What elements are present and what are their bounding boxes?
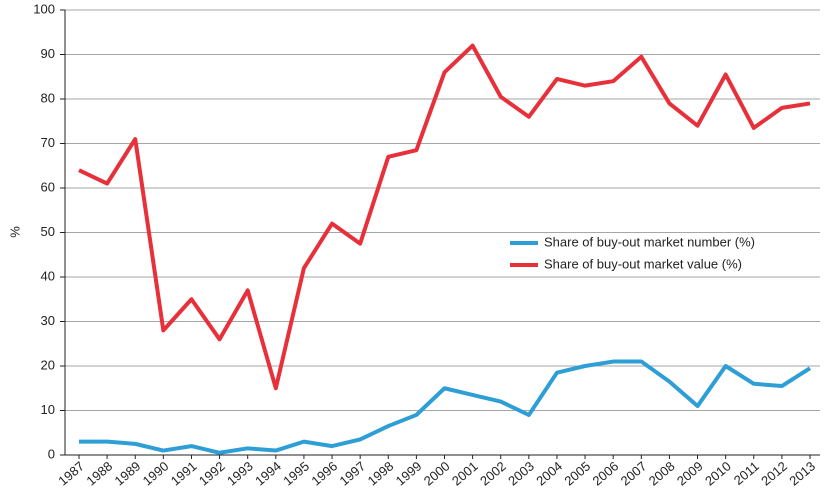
- y-tick-label: 90: [41, 46, 55, 61]
- x-tick-label: 1998: [365, 458, 397, 488]
- y-tick-label: 70: [41, 135, 55, 150]
- y-tick-label: 10: [41, 402, 55, 417]
- line-series: [78, 43, 811, 391]
- x-tick-label: 1992: [196, 458, 228, 488]
- x-tick-label: 2004: [533, 458, 565, 488]
- line-series: [79, 359, 812, 455]
- x-tick-label: 1999: [393, 458, 425, 488]
- x-tick-label: 2011: [731, 458, 762, 487]
- y-tick-label: 20: [41, 357, 55, 372]
- x-tick-label: 1997: [336, 458, 368, 488]
- x-tick-label: 1987: [55, 458, 87, 488]
- x-tick-label: 2002: [477, 458, 509, 488]
- x-tick-label: 2013: [786, 458, 818, 488]
- x-tick-label: 2000: [421, 458, 453, 488]
- y-tick-label: 50: [41, 224, 55, 239]
- x-tick-label: 1989: [112, 458, 144, 488]
- y-tick-label: 40: [41, 268, 55, 283]
- x-tick-label: 1995: [280, 458, 312, 488]
- x-tick-label: 2005: [561, 458, 593, 488]
- x-tick-label: 2007: [618, 458, 650, 488]
- y-tick-label: 80: [41, 90, 55, 105]
- x-tick-label: 2006: [590, 458, 622, 488]
- x-tick-label: 1996: [308, 458, 340, 488]
- legend-label: Share of buy-out market number (%): [544, 234, 755, 249]
- legend-label: Share of buy-out market value (%): [544, 256, 742, 271]
- x-tick-label: 2012: [758, 458, 790, 488]
- x-tick-label: 2009: [674, 458, 706, 488]
- x-tick-label: 1993: [224, 458, 256, 488]
- y-tick-label: 100: [33, 1, 55, 16]
- x-tick-label: 2003: [505, 458, 537, 488]
- x-tick-label: 2001: [449, 458, 481, 488]
- x-tick-label: 2008: [646, 458, 678, 488]
- y-tick-label: 60: [41, 179, 55, 194]
- x-tick-label: 1988: [83, 458, 115, 488]
- y-axis-label: %: [7, 226, 22, 238]
- x-tick-label: 2010: [702, 458, 734, 488]
- y-tick-label: 0: [48, 446, 55, 461]
- x-tick-label: 1990: [140, 458, 172, 488]
- y-tick-label: 30: [41, 313, 55, 328]
- x-tick-label: 1991: [168, 458, 200, 488]
- x-tick-label: 1994: [252, 458, 284, 488]
